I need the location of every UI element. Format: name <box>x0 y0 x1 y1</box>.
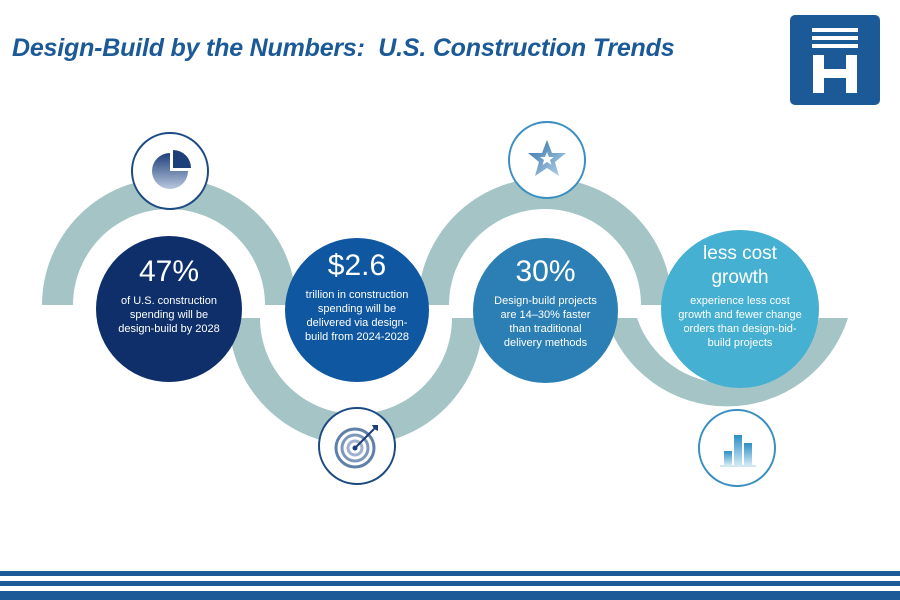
pie-chart-icon-circle <box>131 132 209 210</box>
stat-description: experience less cost growth and fewer ch… <box>678 295 802 349</box>
stat-value: 30% <box>515 255 576 288</box>
stat-description: Design-build projects are 14–30% faster … <box>494 295 597 349</box>
stat-value: $2.6 <box>327 249 387 282</box>
stat-circle-design-build-share: 47% of U.S. construction spending will b… <box>96 236 242 382</box>
target-icon <box>334 425 378 469</box>
footer-stripes <box>0 566 900 600</box>
star-icon <box>528 140 566 176</box>
h-logo-icon <box>790 15 880 105</box>
stat-value: 47% <box>138 255 200 288</box>
pie-chart-icon <box>152 150 191 189</box>
stat-circle-cost-growth: less cost growth experience less cost gr… <box>661 230 819 388</box>
company-logo <box>790 15 880 105</box>
footer-stripe <box>0 581 900 586</box>
bar-chart-icon-circle <box>698 409 776 487</box>
arc-segment-4 <box>606 318 848 407</box>
arc-segment-3 <box>418 178 672 305</box>
page-title: Design-Build by the Numbers: U.S. Constr… <box>12 34 675 62</box>
arc-segment-2 <box>229 318 483 445</box>
stat-circle-speed: 30% Design-build projects are 14–30% fas… <box>473 238 618 383</box>
footer-stripe <box>0 591 900 600</box>
stat-description: trillion in construction spending will b… <box>305 289 409 343</box>
target-icon-circle <box>318 407 396 485</box>
stat-value: less cost growth <box>703 243 777 288</box>
stat-description: of U.S. construction spending will be de… <box>118 295 220 335</box>
stat-circle-spending: $2.6 trillion in construction spending w… <box>285 238 429 382</box>
star-icon-circle <box>508 121 586 199</box>
footer-stripe <box>0 571 900 576</box>
bar-chart-icon <box>720 435 756 467</box>
arc-segment-1 <box>42 178 296 305</box>
